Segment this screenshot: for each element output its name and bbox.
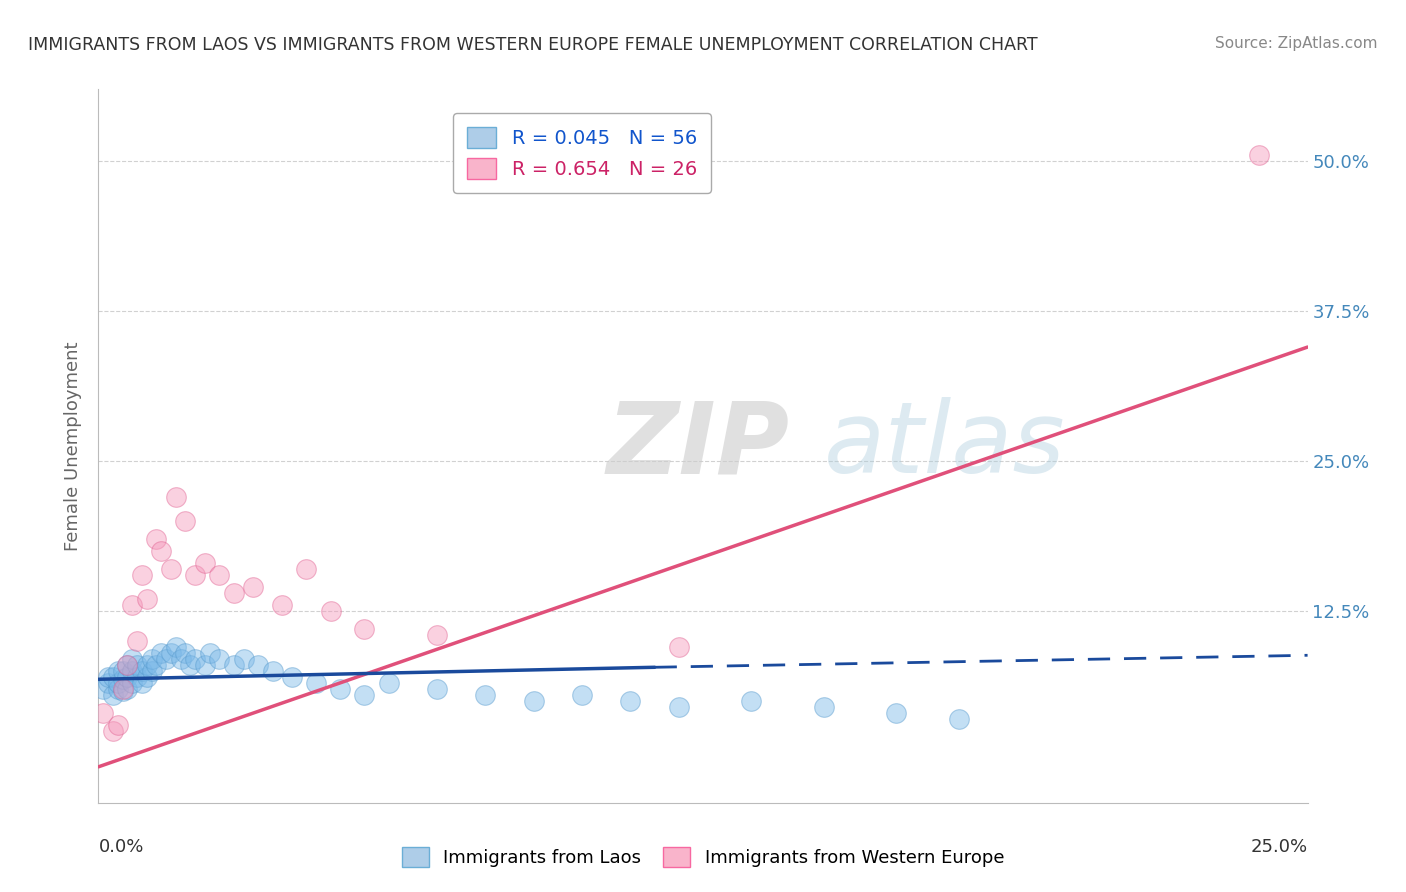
Text: 0.0%: 0.0% [98, 838, 143, 855]
Point [117, 670, 139, 684]
Point [169, 652, 191, 666]
Point [1249, 148, 1271, 162]
Point [948, 712, 970, 726]
Point [184, 568, 207, 582]
Point [426, 681, 449, 696]
Point [131, 664, 153, 678]
Point [131, 676, 153, 690]
Point [117, 681, 139, 696]
Point [295, 562, 318, 576]
Point [184, 652, 207, 666]
Point [135, 670, 157, 684]
Point [121, 598, 143, 612]
Point [222, 586, 245, 600]
Point [160, 646, 183, 660]
Legend: R = 0.045   N = 56, R = 0.654   N = 26: R = 0.045 N = 56, R = 0.654 N = 26 [454, 113, 710, 193]
Point [135, 657, 157, 672]
Point [127, 657, 149, 672]
Point [194, 556, 217, 570]
Point [91, 706, 114, 720]
Point [111, 673, 134, 687]
Point [111, 681, 134, 696]
Point [305, 676, 328, 690]
Point [165, 640, 187, 654]
Point [319, 604, 342, 618]
Point [145, 657, 167, 672]
Point [174, 514, 197, 528]
Point [377, 676, 399, 690]
Point [97, 676, 120, 690]
Point [179, 657, 201, 672]
Text: Source: ZipAtlas.com: Source: ZipAtlas.com [1215, 36, 1378, 51]
Point [101, 688, 124, 702]
Point [813, 699, 835, 714]
Point [107, 676, 129, 690]
Point [886, 706, 908, 720]
Point [121, 664, 143, 678]
Point [668, 699, 690, 714]
Point [150, 646, 173, 660]
Point [155, 652, 177, 666]
Point [165, 490, 187, 504]
Point [523, 694, 546, 708]
Point [208, 652, 231, 666]
Text: IMMIGRANTS FROM LAOS VS IMMIGRANTS FROM WESTERN EUROPE FEMALE UNEMPLOYMENT CORRE: IMMIGRANTS FROM LAOS VS IMMIGRANTS FROM … [28, 36, 1038, 54]
Point [141, 664, 163, 678]
Point [127, 670, 149, 684]
Point [208, 568, 231, 582]
Y-axis label: Female Unemployment: Female Unemployment [63, 342, 82, 550]
Point [111, 684, 134, 698]
Point [668, 640, 690, 654]
Point [101, 670, 124, 684]
Point [619, 694, 641, 708]
Point [107, 664, 129, 678]
Point [222, 657, 245, 672]
Point [135, 591, 157, 606]
Point [91, 681, 114, 696]
Point [111, 664, 134, 678]
Point [198, 646, 221, 660]
Point [150, 544, 173, 558]
Point [247, 657, 270, 672]
Point [145, 532, 167, 546]
Legend: Immigrants from Laos, Immigrants from Western Europe: Immigrants from Laos, Immigrants from We… [395, 839, 1011, 874]
Point [117, 657, 139, 672]
Point [131, 568, 153, 582]
Point [121, 652, 143, 666]
Point [353, 688, 375, 702]
Point [141, 652, 163, 666]
Point [121, 676, 143, 690]
Point [426, 628, 449, 642]
Point [174, 646, 197, 660]
Point [353, 622, 375, 636]
Point [107, 718, 129, 732]
Text: 25.0%: 25.0% [1250, 838, 1308, 855]
Point [160, 562, 183, 576]
Point [194, 657, 217, 672]
Point [281, 670, 304, 684]
Point [97, 670, 120, 684]
Point [571, 688, 593, 702]
Point [101, 723, 124, 738]
Point [740, 694, 762, 708]
Text: atlas: atlas [824, 398, 1066, 494]
Point [271, 598, 294, 612]
Point [127, 633, 149, 648]
Point [262, 664, 284, 678]
Text: ZIP: ZIP [606, 398, 789, 494]
Point [117, 657, 139, 672]
Point [232, 652, 254, 666]
Point [242, 580, 264, 594]
Point [107, 681, 129, 696]
Point [474, 688, 496, 702]
Point [329, 681, 352, 696]
